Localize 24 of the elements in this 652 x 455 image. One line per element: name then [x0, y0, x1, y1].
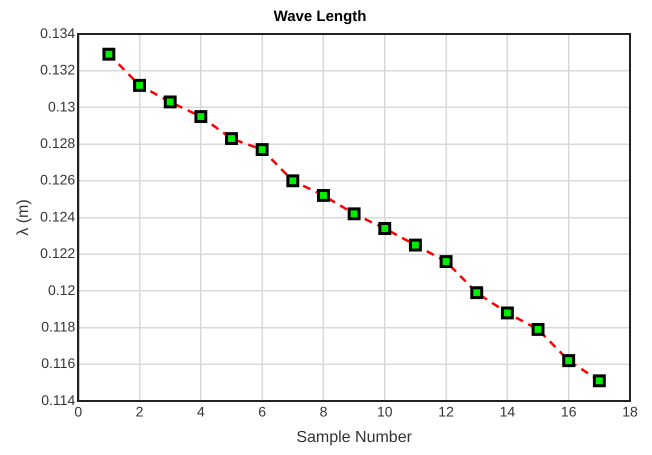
y-tick-label: 0.116 — [41, 355, 76, 372]
x-tick-label: 6 — [258, 403, 266, 420]
x-tick-label: 12 — [438, 403, 454, 420]
y-tick-label: 0.13 — [48, 98, 76, 114]
x-tick-label: 14 — [500, 403, 516, 420]
x-tick-label: 10 — [376, 403, 393, 420]
x-tick-label: 16 — [560, 403, 577, 420]
x-tick-label: 4 — [196, 403, 205, 420]
y-tick-label: 0.126 — [40, 172, 76, 188]
x-tick-label: 18 — [622, 403, 638, 420]
y-tick-label: 0.132 — [40, 62, 76, 78]
x-tick-label: 8 — [320, 403, 328, 420]
y-tick-label: 0.118 — [41, 318, 76, 334]
y-tick-label: 0.124 — [40, 208, 76, 224]
y-tick-label: 0.128 — [40, 134, 76, 151]
x-tick-label: 2 — [136, 403, 144, 420]
y-tick-label: 0.134 — [40, 24, 76, 41]
x-axis-title: Sample Number — [296, 428, 413, 446]
y-tick-label: 0.12 — [48, 282, 76, 298]
x-tick-label: 0 — [74, 403, 82, 420]
y-tick-label: 0.114 — [41, 392, 76, 408]
chart-title: Wave Length — [274, 8, 366, 26]
y-tick-label: 0.122 — [40, 245, 76, 262]
y-axis-title: λ (m) — [15, 199, 32, 236]
